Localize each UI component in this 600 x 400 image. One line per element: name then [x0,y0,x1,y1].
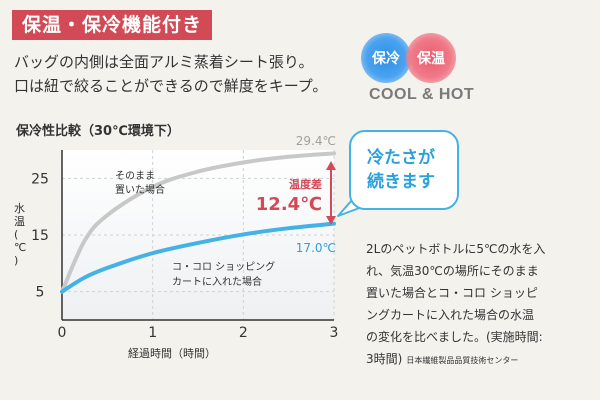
y-axis-label: 水温(℃) [14,202,26,267]
test-note: 2Lのペットボトルに5℃の水を入 れ、気温30℃の場所にそのまま 置いた場合とコ… [366,238,588,372]
test-organization: 日本繊維製品品質技術センター [406,356,519,365]
y-ticks: 5 15 25 [31,171,49,300]
hot-badge-icon: 保温 [406,33,456,83]
chart-title: 保冷性比較（30℃環境下） [16,124,180,139]
y-tick-label: 15 [31,228,49,244]
y-tick-label: 5 [36,285,45,301]
callout-bubble: 冷たさが 続きます [349,130,459,210]
gray-series-line [60,151,336,294]
feature-tag: 保温・保冷機能付き [12,10,213,40]
description-line-2: 口は紐で絞ることができるので鮮度をキープ。 [14,77,328,95]
feature-description: バッグの内側は全面アルミ蒸着シート張り。 口は紐で絞ることができるので鮮度をキー… [14,50,354,98]
note-line-2: れ、気温30℃の場所にそのまま [366,264,539,278]
note-line-1: 2Lのペットボトルに5℃の水を入 [366,242,546,256]
difference-arrow-down-icon [326,216,336,225]
note-line-3: 置いた場合とコ・コロ ショッピ [366,286,538,300]
series-lines [60,151,336,294]
blue-end-value: 17.0℃ [296,241,336,255]
note-line-6: 3時間) 日本繊維製品品質技術センター [366,348,588,372]
x-axis-label: 経過時間（時間） [128,347,216,360]
cool-hot-caption: COOL & HOT [369,86,475,103]
gray-series-label-2: 置いた場合 [115,183,165,196]
cool-badge-icon: 保冷 [361,33,411,83]
y-tick-label: 25 [31,171,49,187]
blue-series-line [60,221,336,294]
note-duration: 3時間) [366,352,403,366]
note-line-4: ングカートに入れた場合の水温 [366,308,535,322]
x-tick-label: 0 [58,325,67,341]
difference-arrow-up-icon [326,161,336,170]
x-tick-label: 3 [330,325,339,341]
difference-label: 温度差 [289,177,322,191]
difference-value: 12.4℃ [256,194,322,215]
gray-end-value: 29.4℃ [296,134,336,148]
x-ticks: 0 1 2 3 [58,325,339,341]
blue-series-label-1: コ・コロ ショッピング [172,260,275,273]
note-line-5: の変化を比べました。(実施時間: [366,330,543,344]
gray-series-label-1: そのまま [115,170,155,182]
description-line-1: バッグの内側は全面アルミ蒸着シート張り。 [14,53,314,71]
x-tick-label: 2 [239,325,248,341]
plot-area [62,150,334,320]
callout-line-2: 続きます [367,172,435,192]
blue-series-label-2: カートに入れた場合 [172,275,262,288]
x-tick-label: 1 [148,325,157,341]
callout-line-1: 冷たさが [367,148,435,168]
